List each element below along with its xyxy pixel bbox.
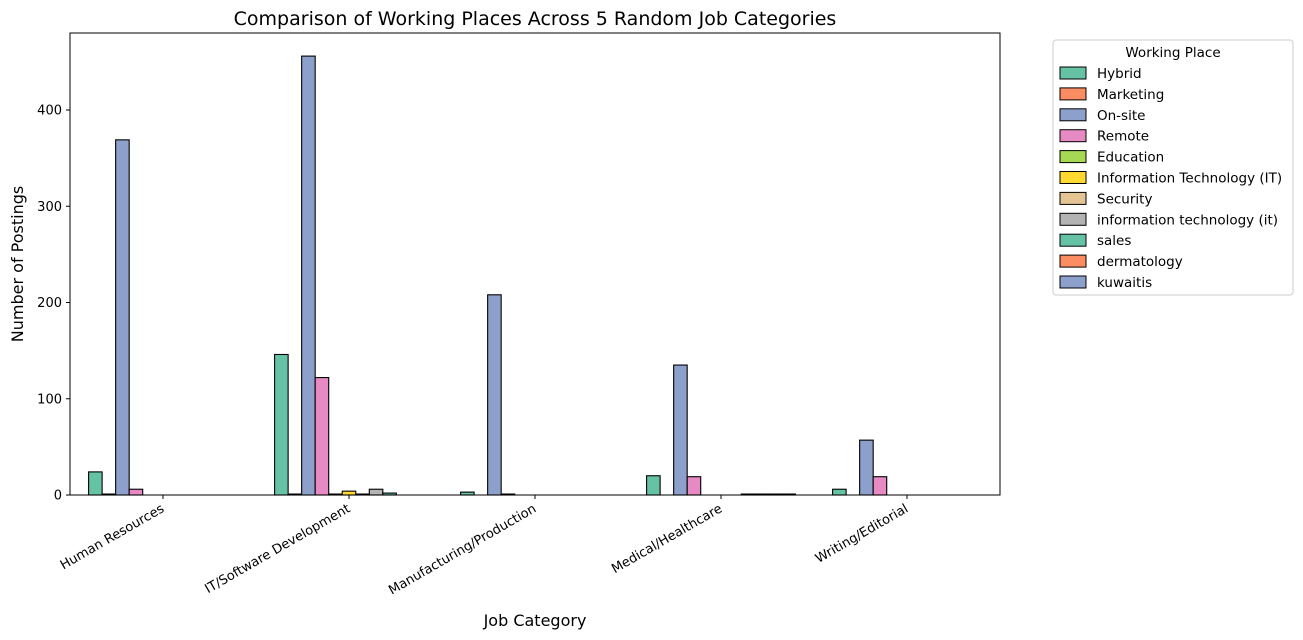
bar-remote-0	[128, 488, 144, 496]
y-axis: 0 100 200 300 400	[37, 104, 70, 504]
bar-hybrid-4	[832, 488, 847, 496]
legend-swatch	[1059, 87, 1087, 101]
y-tick-label: 200	[37, 296, 62, 311]
legend-label: Education	[1097, 150, 1164, 166]
bar-information-technology-it--1	[368, 488, 384, 496]
y-tick-label: 0	[54, 489, 62, 504]
y-tick-label: 300	[37, 200, 62, 215]
bar-hybrid-1	[274, 353, 289, 496]
legend-swatch	[1059, 254, 1087, 268]
legend-label: dermatology	[1097, 254, 1183, 270]
bar-on-site-4	[859, 439, 874, 496]
bar-on-site-0	[115, 139, 130, 496]
legend-swatch	[1059, 108, 1087, 122]
bar-remote-1	[314, 377, 330, 496]
legend-items: Hybrid Marketing On-site Remote Education Inf…	[1059, 66, 1282, 291]
plot-frame	[69, 32, 1001, 496]
legend-swatch	[1059, 171, 1087, 184]
x-tick-label: Manufacturing/Production	[386, 501, 539, 598]
bar-on-site-1	[301, 55, 316, 496]
bar-hybrid-3	[646, 475, 661, 496]
legend-swatch	[1059, 233, 1087, 247]
legend: Working Place Hybrid Marketing On-site Remo…	[1052, 39, 1294, 296]
x-tick-label: IT/Software Development	[203, 501, 353, 597]
x-tick-label: Writing/Editorial	[813, 501, 911, 566]
bar-remote-4	[872, 476, 888, 496]
legend-label: Hybrid	[1097, 66, 1142, 82]
y-axis-title: Number of Postings	[8, 186, 27, 342]
legend-label: Marketing	[1097, 87, 1164, 103]
chart-title: Comparison of Working Places Across 5 Ra…	[234, 8, 837, 30]
y-tick-label: 400	[37, 104, 62, 119]
legend-label: Information Technology (IT)	[1097, 171, 1282, 187]
legend-swatch	[1059, 66, 1087, 80]
x-axis-title: Job Category	[483, 611, 587, 630]
legend-label: On-site	[1097, 108, 1145, 124]
legend-title: Working Place	[1125, 45, 1220, 61]
legend-label: Security	[1097, 191, 1152, 207]
x-tick-label: Human Resources	[58, 501, 167, 573]
bar-hybrid-0	[88, 471, 103, 496]
legend-swatch	[1059, 212, 1087, 226]
bar-on-site-3	[673, 364, 688, 496]
legend-label: sales	[1097, 233, 1131, 249]
x-axis: Human Resources IT/Software Development Ma…	[58, 495, 911, 598]
legend-label: Remote	[1097, 129, 1149, 145]
legend-swatch	[1059, 275, 1087, 289]
y-tick-label: 100	[37, 392, 62, 407]
bar-information-technology-it--1	[341, 490, 357, 496]
legend-label: information technology (it)	[1097, 212, 1278, 228]
x-tick-label: Medical/Healthcare	[609, 501, 725, 577]
bar-remote-3	[686, 476, 702, 496]
legend-label: kuwaitis	[1097, 275, 1152, 291]
legend-swatch	[1059, 129, 1087, 143]
bars-layer	[88, 55, 888, 496]
legend-swatch	[1059, 150, 1087, 164]
legend-frame	[1052, 39, 1294, 296]
bar-on-site-2	[487, 294, 502, 496]
legend-swatch	[1059, 191, 1087, 205]
